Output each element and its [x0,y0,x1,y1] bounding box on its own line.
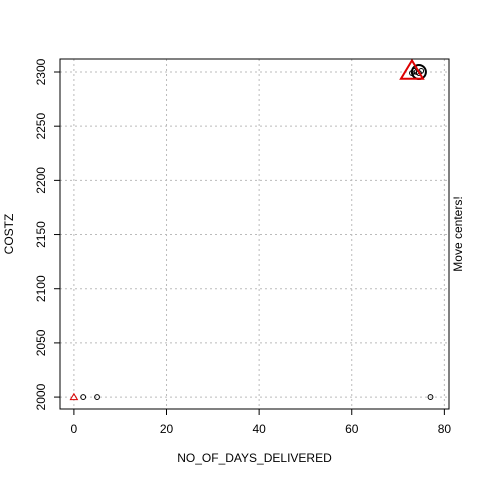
x-tick-label: 40 [252,422,266,436]
plot-frame [59,58,450,410]
y-tick-label: 2050 [34,329,48,356]
center-triangle [399,58,425,80]
x-axis: 0 20 40 60 80 [71,409,452,436]
data-point [94,394,100,400]
data-points [80,64,434,400]
y-tick-label: 2150 [34,221,48,248]
y-axis: 2000 2050 2100 2150 2200 2250 2300 [34,58,60,410]
y-tick-label: 2300 [34,58,48,85]
x-tick-label: 20 [160,422,174,436]
y-tick-label: 2100 [34,275,48,302]
y-axis-label: COSTZ [2,214,16,255]
x-tick-label: 60 [345,422,359,436]
x-tick-label: 80 [438,422,452,436]
center-triangle [69,392,79,401]
data-point [80,394,87,400]
y-tick-label: 2000 [34,383,48,410]
x-tick-label: 0 [71,422,78,436]
side-label: Move centers! [451,196,465,271]
x-axis-label: NO_OF_DAYS_DELIVERED [177,451,332,465]
cluster-centers [69,58,425,401]
data-point [427,394,434,400]
y-tick-label: 2200 [34,167,48,194]
grid-lines [60,59,449,409]
y-tick-label: 2250 [34,113,48,140]
